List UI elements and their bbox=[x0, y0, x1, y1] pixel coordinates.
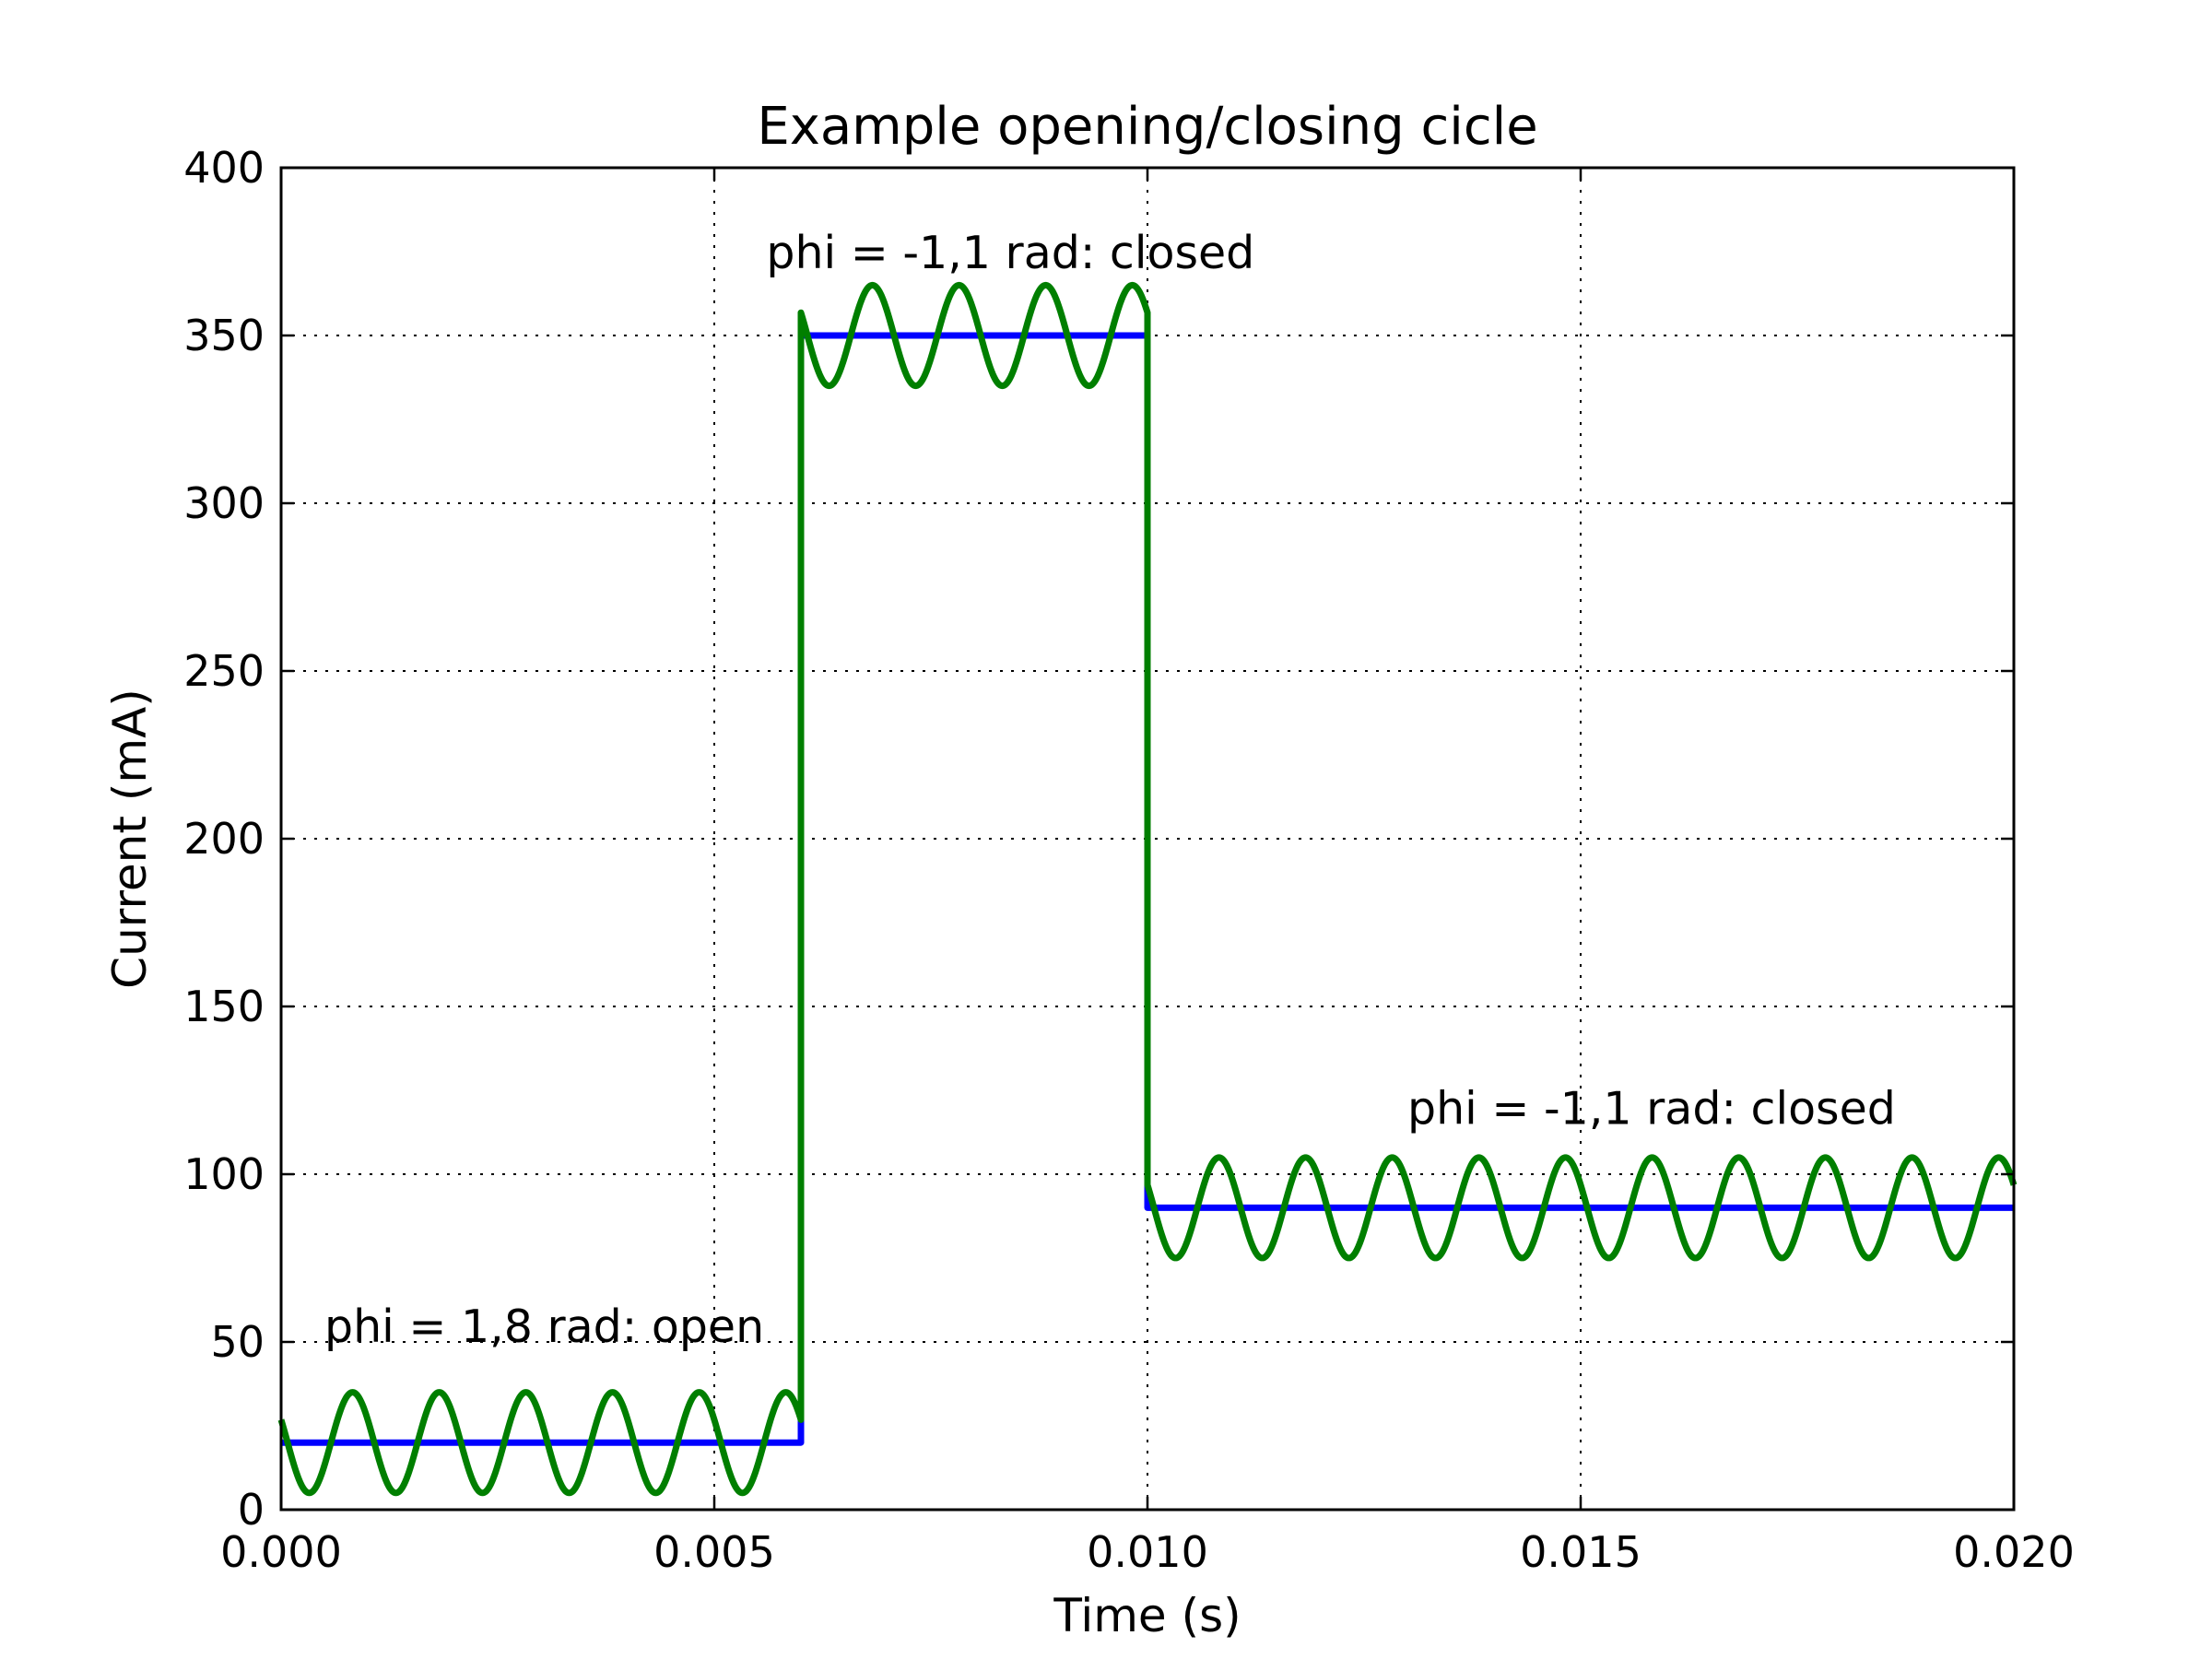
y-tick-label: 200 bbox=[183, 814, 265, 864]
annotations: phi = 1,8 rad: open phi = -1,1 rad: close… bbox=[324, 227, 1896, 1353]
y-tick-label: 400 bbox=[183, 143, 265, 193]
y-tick-label: 0 bbox=[238, 1485, 265, 1535]
annotation-label: phi = -1,1 rad: closed bbox=[1407, 1082, 1896, 1135]
series-layer bbox=[277, 281, 2018, 1497]
x-tick-label: 0.000 bbox=[220, 1527, 342, 1577]
x-tick-label: 0.010 bbox=[1087, 1527, 1208, 1577]
y-tick-label: 250 bbox=[183, 646, 265, 696]
y-tick-label: 100 bbox=[183, 1149, 265, 1199]
step-series-line bbox=[281, 332, 2014, 1446]
chart-title: Example opening/closing cicle bbox=[757, 97, 1537, 157]
ticks: 0.000 0.005 0.010 0.015 0.020 0 50 100 150 200 250… bbox=[183, 143, 2075, 1577]
annotation-label: phi = 1,8 rad: open bbox=[324, 1300, 764, 1353]
y-axis-label: Current (mA) bbox=[103, 688, 157, 989]
y-tick-label: 50 bbox=[210, 1317, 265, 1367]
x-axis-label: Time (s) bbox=[1053, 1589, 1241, 1642]
y-tick-label: 150 bbox=[183, 982, 265, 1031]
y-tick-label: 350 bbox=[183, 311, 265, 360]
y-tick-label: 300 bbox=[183, 478, 265, 528]
x-tick-label: 0.005 bbox=[653, 1527, 775, 1577]
x-tick-label: 0.020 bbox=[1953, 1527, 2075, 1577]
oscillating-series-line bbox=[277, 281, 2018, 1497]
x-tick-label: 0.015 bbox=[1520, 1527, 1641, 1577]
annotation-label: phi = -1,1 rad: closed bbox=[766, 227, 1254, 279]
